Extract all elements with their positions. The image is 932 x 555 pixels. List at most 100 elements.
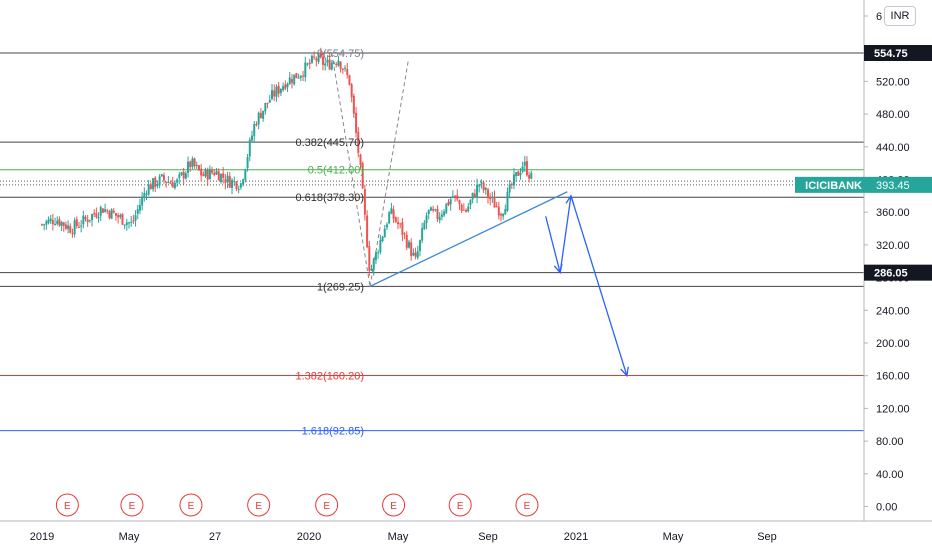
price-tick-label: 80.00 [876, 436, 904, 448]
candle-body [352, 95, 355, 114]
candle-body [339, 61, 342, 69]
candle-body [117, 215, 120, 218]
candle-body [222, 173, 225, 178]
candle-body [193, 158, 196, 167]
candle-body [478, 184, 481, 187]
candle-body [200, 168, 203, 176]
candle-body [152, 178, 155, 190]
candle-body [361, 163, 364, 189]
candle-body [134, 215, 137, 221]
candle-body [49, 218, 52, 221]
candle-body [67, 225, 70, 230]
earnings-event-marker [515, 493, 539, 517]
candle-body [268, 99, 271, 103]
candle-body [379, 239, 382, 253]
candle-body [233, 180, 236, 182]
earnings-event-label: E [323, 501, 330, 512]
candle-body [284, 84, 287, 89]
time-tick-label: May [663, 531, 684, 543]
candle-body [149, 184, 152, 190]
earnings-event-label: E [255, 501, 262, 512]
candle-body [328, 59, 331, 70]
time-tick-label: 27 [209, 531, 221, 543]
candle-body [197, 165, 200, 171]
candle-body [187, 161, 190, 173]
time-tick-label: May [119, 531, 140, 543]
candle-body [484, 187, 487, 190]
candle-body [73, 220, 76, 235]
candle-body [297, 77, 300, 79]
candle-body [104, 209, 107, 212]
candle-body [178, 174, 181, 179]
earnings-event-marker [179, 493, 203, 517]
candle-body [147, 184, 150, 195]
candle-body [449, 199, 452, 205]
candle-body [112, 210, 115, 213]
candle-body [235, 181, 238, 190]
time-tick-label: 2021 [564, 531, 588, 543]
candle-body [374, 252, 377, 261]
candle-body [219, 173, 222, 182]
candle-body [282, 86, 285, 91]
candle-body [495, 206, 498, 208]
candle-body [288, 77, 291, 85]
earnings-event-marker [55, 493, 79, 517]
fib-level-label: 0.5(412.00) [308, 165, 364, 177]
candle-body [71, 233, 74, 235]
candle-body [119, 215, 122, 217]
symbol-label: ICICIBANK [805, 180, 862, 192]
fib-level-label: 0(554.75) [317, 48, 364, 60]
price-label-text: 554.75 [874, 48, 908, 60]
candle-body [341, 68, 344, 70]
earnings-event-marker [315, 493, 339, 517]
earnings-event-label: E [188, 501, 195, 512]
candle-body [350, 84, 353, 98]
candle-body [412, 252, 415, 256]
candle-body [64, 224, 67, 229]
candle-body [239, 183, 242, 188]
candle-body [173, 182, 176, 189]
candle-body [299, 75, 302, 78]
last-price-label: 393.45 [876, 180, 910, 192]
candle-body [215, 171, 218, 175]
candle-body [286, 83, 289, 88]
time-tick-label: 2019 [30, 531, 54, 543]
candle-body [523, 161, 526, 166]
candle-body [228, 176, 231, 188]
candle-body [62, 222, 65, 226]
candle-body [279, 88, 282, 94]
candle-body [80, 225, 83, 227]
candle-body [410, 242, 413, 257]
candle-body [521, 166, 524, 172]
earnings-event-label: E [457, 501, 464, 512]
price-tick-label: 6 [876, 11, 882, 23]
candle-body [206, 169, 209, 180]
price-tick-label: 160.00 [876, 371, 910, 383]
candle-body [443, 211, 446, 216]
candle-body [69, 226, 72, 233]
candle-body [440, 214, 443, 217]
earnings-event-marker [448, 493, 472, 517]
candle-body [143, 193, 146, 197]
earnings-event-label: E [129, 501, 136, 512]
candle-body [335, 63, 338, 65]
candle-body [326, 60, 329, 63]
candle-body [467, 206, 470, 212]
currency-badge[interactable]: INR [884, 6, 916, 26]
candle-body [255, 124, 258, 126]
candle-body [189, 161, 192, 168]
fib-level-label: 0.382(445.70) [296, 137, 365, 149]
candle-body [231, 180, 234, 188]
candle-body [99, 207, 102, 216]
candle-body [156, 184, 159, 186]
candle-body [306, 63, 309, 65]
candle-body [370, 269, 373, 271]
candle-body [504, 209, 507, 215]
earnings-event-marker [382, 493, 406, 517]
candle-body [482, 182, 485, 191]
candle-body [213, 172, 216, 175]
candle-body [41, 224, 43, 226]
candle-body [275, 86, 278, 97]
